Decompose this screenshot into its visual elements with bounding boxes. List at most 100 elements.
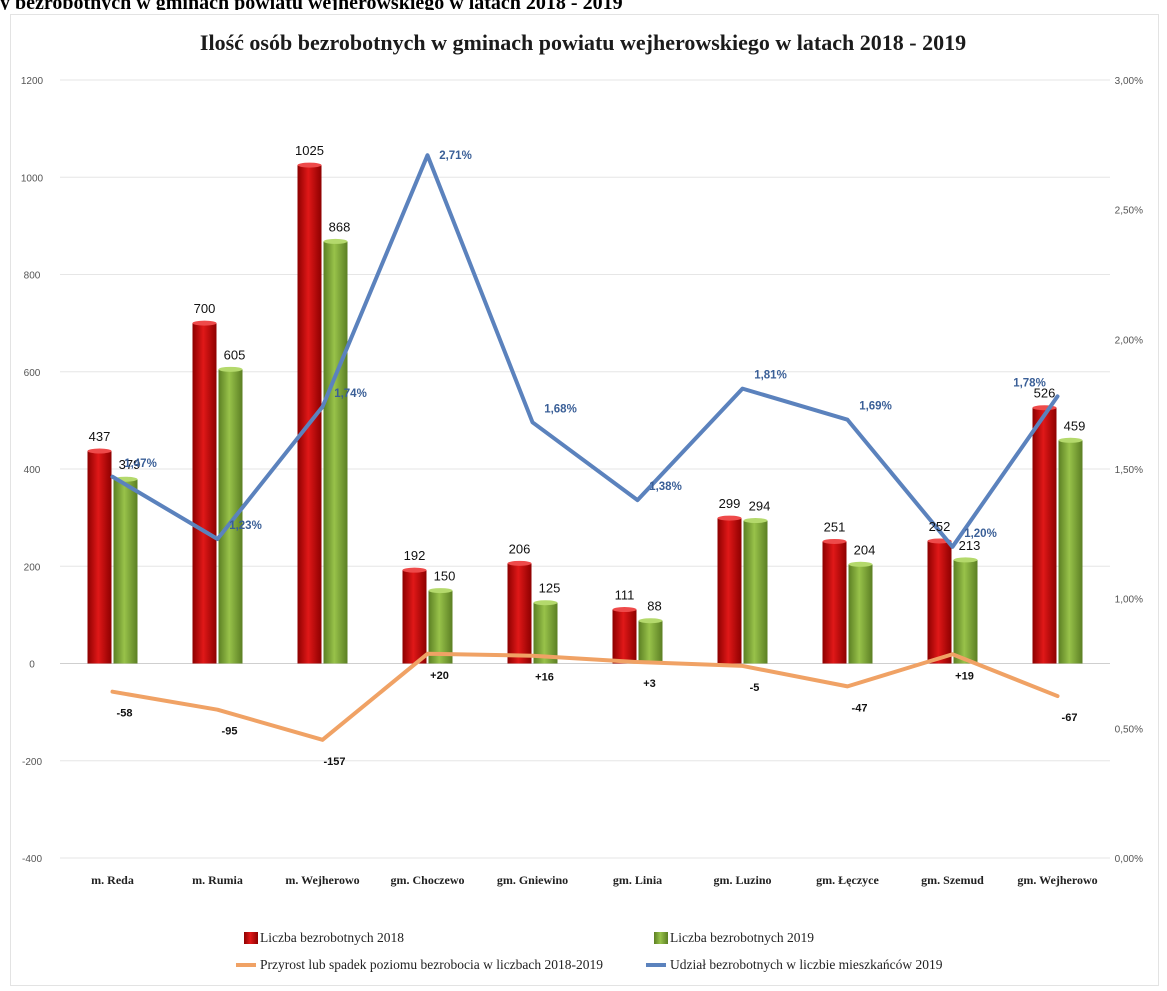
- category-label: gm. Linia: [613, 873, 662, 887]
- bar-2019: [953, 559, 978, 664]
- category-label: gm. Luzino: [713, 873, 771, 887]
- change-label: -157: [323, 756, 345, 768]
- bar-2018-top: [402, 567, 427, 573]
- share-label: 1,81%: [754, 370, 787, 382]
- category-label: m. Reda: [91, 873, 134, 887]
- bar-2018-label: 192: [404, 548, 426, 563]
- bar-2018-label: 251: [824, 519, 846, 534]
- category-label: gm. Wejherowo: [1017, 873, 1097, 887]
- bar-2019-top: [323, 238, 348, 244]
- bar-2018-top: [717, 515, 742, 521]
- category-label: gm. Łęczyce: [816, 873, 879, 887]
- bar-2018-label: 252: [929, 519, 951, 534]
- cropped-heading-text: y bezrobotnych w gminach powiatu wejhero…: [0, 0, 1167, 10]
- share-label: 1,20%: [964, 528, 997, 540]
- bar-2019-top: [848, 561, 873, 567]
- y-left-tick-label: 0: [29, 660, 35, 671]
- bar-2019-label: 204: [854, 542, 876, 557]
- bar-2018-top: [507, 560, 532, 566]
- y-left-tick-label: 800: [24, 271, 41, 282]
- category-label: m. Wejherowo: [285, 873, 359, 887]
- bar-2018: [507, 563, 532, 664]
- bar-2019: [743, 520, 768, 664]
- y-left-tick-label: 1200: [21, 76, 44, 87]
- lines: [110, 153, 1060, 742]
- bar-2019-top: [743, 518, 768, 524]
- y-left-tick-label: -200: [22, 757, 42, 768]
- bar-2019-label: 868: [329, 219, 351, 234]
- share-label: 1,68%: [544, 403, 577, 415]
- y-right-tick-label: 0,50%: [1115, 724, 1143, 735]
- data-labels: 437 379 700 605 1025 868 192 150 206 125 111 88 299 2…: [89, 143, 1086, 768]
- bar-2018: [717, 518, 742, 664]
- y-left-tick-label: -400: [22, 854, 42, 865]
- bar-2018: [612, 609, 637, 664]
- bar-2018-top: [297, 162, 322, 168]
- change-label: +3: [643, 678, 656, 690]
- bar-2018-label: 1025: [295, 143, 324, 158]
- bar-2019-top: [533, 600, 558, 606]
- legend-swatch: [654, 932, 668, 944]
- bar-2019: [1058, 440, 1083, 664]
- bar-2018-top: [612, 607, 637, 613]
- bar-2019-top: [428, 588, 453, 594]
- bar-2019: [218, 369, 243, 664]
- bar-2018-top: [822, 538, 847, 544]
- bar-2019-label: 605: [224, 347, 246, 362]
- y-left-tick-label: 400: [24, 465, 41, 476]
- share-label: 1,47%: [124, 458, 157, 470]
- y-right-tick-label: 1,50%: [1115, 465, 1143, 476]
- category-label: gm. Gniewino: [497, 873, 568, 887]
- legend-label: Udział bezrobotnych w liczbie mieszkańcó…: [670, 957, 943, 972]
- y-right-tick-label: 2,50%: [1115, 206, 1143, 217]
- change-label: +16: [535, 672, 554, 684]
- x-axis-categories: m. Reda m. Rumia m. Wejherowo gm. Choczewo g…: [91, 873, 1097, 887]
- bar-2018: [87, 451, 112, 664]
- bar-2019-top: [638, 618, 663, 624]
- category-label: gm. Choczewo: [391, 873, 465, 887]
- bar-2018-label: 700: [194, 301, 216, 316]
- line-change-2018-2019: [110, 651, 1060, 742]
- bar-2019-top: [1058, 437, 1083, 443]
- y-right-tick-label: 2,00%: [1115, 335, 1143, 346]
- legend-swatch: [244, 932, 258, 944]
- y-left-tick-label: 200: [24, 562, 41, 573]
- y-axis-right: 0,00% 0,50% 1,00% 1,50% 2,00% 2,50% 3,00%: [1115, 76, 1143, 865]
- y-left-tick-label: 600: [24, 368, 41, 379]
- bar-2018-top: [192, 320, 217, 326]
- legend-label: Przyrost lub spadek poziomu bezrobocia w…: [260, 957, 603, 972]
- bar-2019-label: 150: [434, 569, 456, 584]
- share-label: 1,74%: [334, 388, 367, 400]
- y-right-tick-label: 1,00%: [1115, 595, 1143, 606]
- change-label: -47: [852, 702, 868, 714]
- bars: [87, 162, 1083, 664]
- bar-2019-label: 459: [1064, 418, 1086, 433]
- chart-title: Ilość osób bezrobotnych w gminach powiat…: [200, 30, 966, 55]
- change-label: -67: [1062, 712, 1078, 724]
- bar-2019: [428, 590, 453, 664]
- share-label: 2,71%: [439, 150, 472, 162]
- share-label: 1,38%: [649, 481, 682, 493]
- change-label: +19: [955, 670, 974, 682]
- legend-label: Liczba bezrobotnych 2018: [260, 930, 404, 945]
- bar-2018: [402, 570, 427, 664]
- bar-2018-label: 526: [1034, 386, 1056, 401]
- legend-label: Liczba bezrobotnych 2019: [670, 930, 814, 945]
- bar-2018-label: 111: [615, 588, 635, 603]
- bar-2018-label: 206: [509, 541, 531, 556]
- bar-2019: [638, 620, 663, 664]
- share-label: 1,69%: [859, 401, 892, 413]
- bar-2018: [1032, 407, 1057, 664]
- bar-2018: [192, 323, 217, 664]
- category-label: gm. Szemud: [921, 873, 984, 887]
- change-label: -58: [117, 708, 133, 720]
- line-share-2019: [110, 153, 1060, 549]
- bar-2019: [848, 564, 873, 664]
- category-label: m. Rumia: [192, 873, 243, 887]
- bar-2018-label: 437: [89, 429, 111, 444]
- change-label: +20: [430, 670, 449, 682]
- bar-2018: [927, 540, 952, 664]
- y-right-tick-label: 0,00%: [1115, 854, 1143, 865]
- bar-2019: [533, 602, 558, 664]
